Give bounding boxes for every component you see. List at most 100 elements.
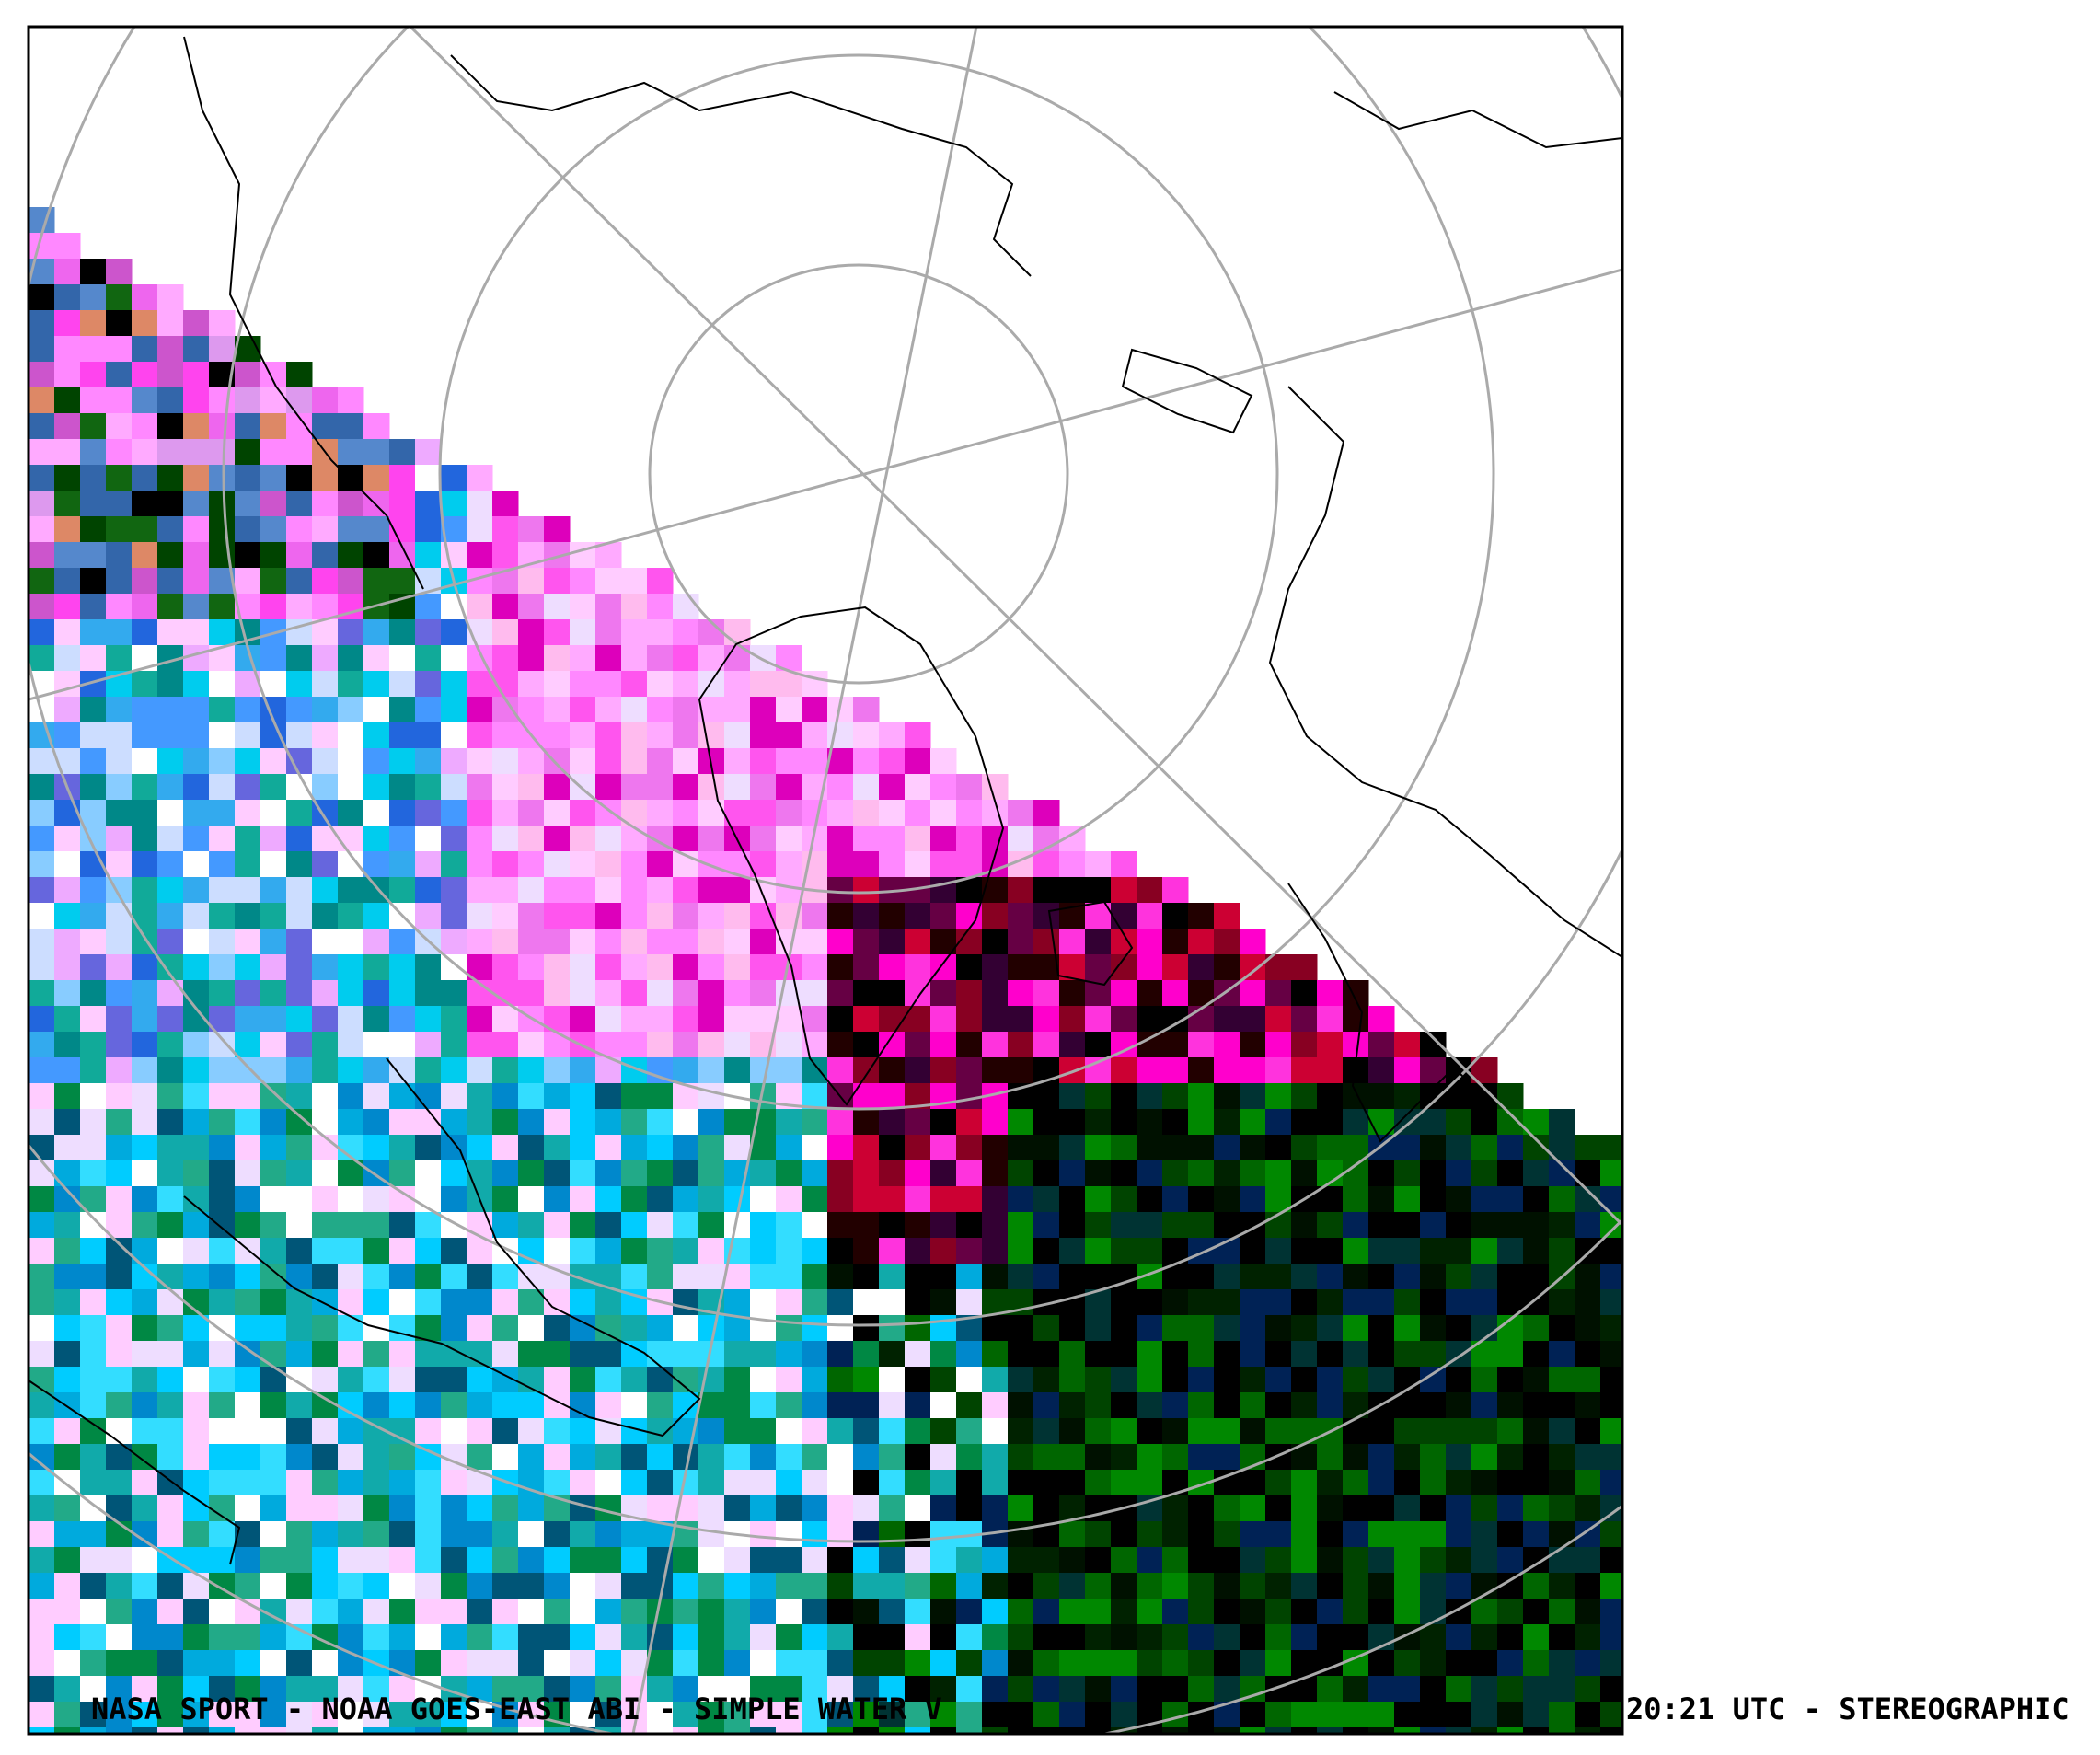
pixel bbox=[312, 1495, 339, 1522]
pixel bbox=[1317, 1264, 1344, 1290]
pixel bbox=[441, 1392, 467, 1419]
pixel bbox=[389, 1238, 416, 1264]
pixel bbox=[544, 722, 571, 749]
pixel bbox=[776, 1676, 802, 1703]
pixel bbox=[673, 1186, 699, 1213]
pixel bbox=[776, 1470, 802, 1496]
pixel bbox=[776, 1727, 802, 1734]
pixel bbox=[80, 284, 107, 311]
pixel bbox=[621, 1135, 648, 1161]
pixel bbox=[930, 1470, 957, 1496]
pixel bbox=[260, 568, 287, 595]
pixel bbox=[29, 980, 55, 1007]
pixel bbox=[338, 1367, 364, 1393]
pixel bbox=[879, 851, 906, 878]
pixel bbox=[312, 980, 339, 1007]
pixel bbox=[183, 1702, 210, 1728]
pixel bbox=[1291, 1702, 1318, 1728]
coastlines bbox=[29, 36, 1622, 1565]
pixel bbox=[312, 491, 339, 517]
pixel bbox=[1291, 1264, 1318, 1290]
pixel bbox=[982, 1367, 1009, 1393]
pixel bbox=[673, 1160, 699, 1187]
pixel bbox=[106, 1547, 133, 1574]
pixel bbox=[750, 1547, 777, 1574]
pixel bbox=[29, 1573, 55, 1599]
pixel bbox=[1394, 1057, 1421, 1084]
pixel bbox=[106, 980, 133, 1007]
pixel bbox=[1420, 1238, 1447, 1264]
pixel bbox=[595, 954, 622, 981]
pixel bbox=[853, 1109, 880, 1136]
pixel bbox=[1240, 980, 1266, 1007]
latitude-circle bbox=[222, 27, 1495, 1111]
pixel bbox=[982, 1624, 1009, 1651]
pixel bbox=[802, 1186, 828, 1213]
pixel bbox=[595, 1238, 622, 1264]
pixel bbox=[570, 1341, 596, 1368]
pixel bbox=[54, 413, 81, 440]
pixel bbox=[570, 1006, 596, 1033]
pixel bbox=[132, 465, 158, 491]
pixel bbox=[209, 1032, 236, 1058]
pixel bbox=[544, 1573, 571, 1599]
pixel bbox=[518, 851, 545, 878]
pixel bbox=[1137, 877, 1163, 904]
pixel bbox=[1162, 954, 1189, 981]
pixel bbox=[338, 1083, 364, 1110]
pixel bbox=[827, 1212, 854, 1239]
pixel bbox=[1394, 1341, 1421, 1368]
pixel bbox=[879, 1573, 906, 1599]
pixel bbox=[673, 903, 699, 929]
pixel bbox=[183, 1650, 210, 1677]
pixel bbox=[1600, 1160, 1622, 1187]
pixel bbox=[982, 877, 1009, 904]
pixel bbox=[930, 1341, 957, 1368]
pixel bbox=[930, 1032, 957, 1058]
pixel bbox=[1291, 1212, 1318, 1239]
pixel bbox=[595, 980, 622, 1007]
pixel bbox=[312, 1212, 339, 1239]
pixel bbox=[776, 1702, 802, 1728]
pixel bbox=[595, 1702, 622, 1728]
pixel bbox=[157, 851, 184, 878]
pixel bbox=[441, 619, 467, 646]
pixel bbox=[467, 516, 493, 543]
pixel bbox=[1008, 929, 1034, 955]
pixel bbox=[29, 1264, 55, 1290]
pixel bbox=[467, 1238, 493, 1264]
pixel bbox=[930, 1599, 957, 1625]
pixel bbox=[621, 929, 648, 955]
pixel bbox=[1549, 1676, 1575, 1703]
pixel bbox=[106, 1186, 133, 1213]
pixel bbox=[54, 929, 81, 955]
pixel bbox=[1549, 1727, 1575, 1734]
pixel bbox=[930, 1160, 957, 1187]
pixel bbox=[235, 439, 261, 466]
pixel bbox=[595, 697, 622, 723]
pixel bbox=[673, 1006, 699, 1033]
pixel bbox=[1240, 1418, 1266, 1445]
pixel bbox=[673, 1057, 699, 1084]
pixel bbox=[29, 1006, 55, 1033]
pixel bbox=[930, 1547, 957, 1574]
pixel bbox=[621, 1624, 648, 1651]
pixel bbox=[879, 800, 906, 826]
pixel bbox=[1137, 1341, 1163, 1368]
pixel bbox=[1343, 1624, 1369, 1651]
pixel bbox=[982, 980, 1009, 1007]
pixel bbox=[1343, 1495, 1369, 1522]
pixel bbox=[1059, 1470, 1086, 1496]
pixel bbox=[1523, 1702, 1550, 1728]
pixel bbox=[750, 774, 777, 801]
pixel bbox=[1214, 1521, 1240, 1548]
pixel bbox=[80, 697, 107, 723]
pixel bbox=[518, 903, 545, 929]
pixel bbox=[338, 1470, 364, 1496]
pixel bbox=[518, 1186, 545, 1213]
pixel bbox=[1394, 1032, 1421, 1058]
pixel bbox=[544, 1186, 571, 1213]
pixel bbox=[1343, 1470, 1369, 1496]
pixel bbox=[724, 1135, 751, 1161]
pixel bbox=[1446, 1418, 1472, 1445]
